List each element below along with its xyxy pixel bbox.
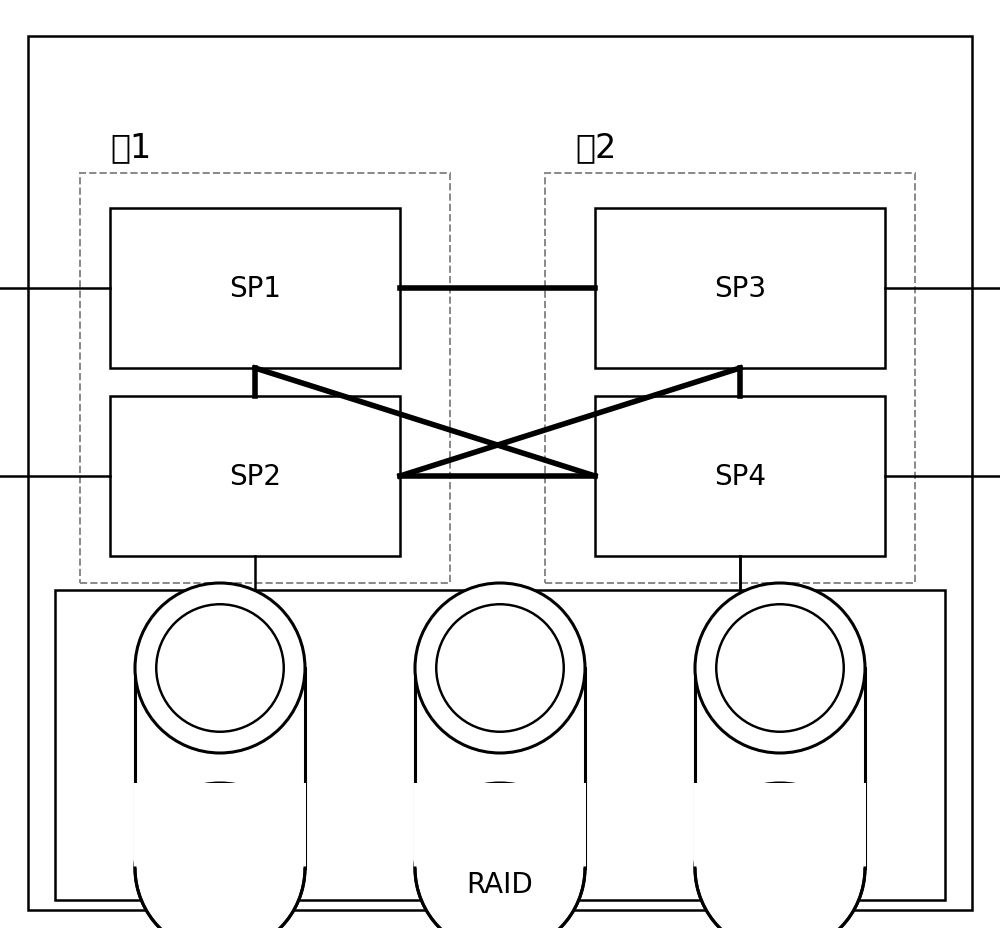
Ellipse shape — [716, 605, 844, 732]
Bar — [545, 174, 915, 584]
Text: 组1: 组1 — [110, 131, 151, 164]
Ellipse shape — [695, 584, 865, 754]
Text: SP3: SP3 — [714, 275, 766, 303]
Text: 组2: 组2 — [575, 131, 616, 164]
Ellipse shape — [135, 584, 305, 754]
Text: RAID: RAID — [467, 870, 533, 898]
Bar — [694, 783, 866, 868]
Bar — [415, 668, 585, 868]
Bar — [134, 783, 306, 868]
Ellipse shape — [415, 584, 585, 754]
Ellipse shape — [695, 783, 865, 928]
Bar — [595, 396, 885, 557]
Bar — [695, 668, 865, 868]
Text: SP1: SP1 — [229, 275, 281, 303]
Ellipse shape — [135, 783, 305, 928]
Bar — [135, 668, 305, 868]
Ellipse shape — [415, 783, 585, 928]
Text: SP4: SP4 — [714, 462, 766, 491]
Ellipse shape — [156, 605, 284, 732]
Bar — [595, 209, 885, 368]
Bar — [110, 396, 400, 557]
Ellipse shape — [436, 605, 564, 732]
Bar — [414, 783, 586, 868]
Bar — [110, 209, 400, 368]
Bar — [80, 174, 450, 584]
Bar — [55, 590, 945, 900]
Text: SP2: SP2 — [229, 462, 281, 491]
